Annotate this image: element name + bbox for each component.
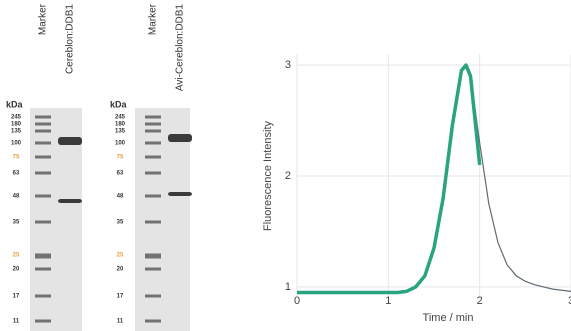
marker-label: 135: [11, 129, 22, 135]
marker-label: 180: [11, 122, 22, 128]
marker-band: [35, 130, 51, 133]
marker-band: [35, 172, 51, 175]
marker-band: [145, 195, 161, 198]
marker-band: [145, 142, 161, 145]
marker-label: 135: [115, 129, 126, 135]
marker-label: 35: [13, 220, 20, 226]
figure: kDa2451801351007563483525201711MarkerCer…: [0, 0, 571, 331]
marker-label: 245: [115, 115, 126, 121]
marker-band: [145, 123, 161, 126]
marker-label: 17: [117, 294, 124, 300]
marker-band: [145, 116, 161, 119]
marker-band: [145, 295, 161, 298]
lane-label: Avi-Cereblon:DDB1: [175, 4, 186, 92]
lane-label: Cereblon:DDB1: [65, 4, 76, 74]
marker-label: 25: [13, 253, 20, 259]
marker-band: [145, 221, 161, 224]
marker-label: 48: [13, 194, 20, 200]
y-tick-label: 2: [285, 170, 291, 182]
marker-band: [35, 268, 51, 271]
lane-label: Marker: [148, 3, 159, 35]
marker-band: [145, 254, 161, 259]
marker-band: [35, 295, 51, 298]
marker-label: 100: [115, 141, 126, 147]
marker-band: [145, 130, 161, 133]
sample-band: [168, 192, 192, 196]
marker-label: 75: [13, 155, 20, 161]
y-tick-label: 1: [285, 281, 291, 293]
marker-band: [145, 156, 161, 159]
marker-label: 25: [117, 253, 124, 259]
marker-band: [35, 156, 51, 159]
marker-label: 11: [117, 319, 124, 325]
marker-band: [35, 142, 51, 145]
marker-band: [145, 172, 161, 175]
marker-label: 17: [13, 294, 20, 300]
marker-label: 245: [11, 115, 22, 121]
y-axis-label: Fluorescence Intensity: [262, 120, 274, 231]
marker-label: 11: [13, 319, 20, 325]
marker-label: 20: [117, 267, 124, 273]
sample-band: [58, 199, 82, 203]
line: [297, 65, 571, 292]
sample-band: [168, 134, 192, 142]
marker-label: 20: [13, 267, 20, 273]
marker-band: [35, 123, 51, 126]
marker-band: [145, 320, 161, 323]
marker-label: 35: [117, 220, 124, 226]
sample-band: [58, 137, 82, 145]
x-tick-label: 0: [294, 295, 300, 307]
marker-label: 75: [117, 155, 124, 161]
lane-label: Marker: [38, 3, 49, 35]
unit-label: kDa: [6, 99, 24, 109]
marker-band: [35, 221, 51, 224]
marker-band: [145, 268, 161, 271]
marker-label: 63: [13, 171, 20, 177]
marker-label: 48: [117, 194, 124, 200]
marker-band: [35, 254, 51, 259]
x-tick-label: 2: [477, 295, 483, 307]
unit-label: kDa: [110, 99, 128, 109]
marker-band: [35, 116, 51, 119]
marker-label: 100: [11, 141, 22, 147]
marker-label: 63: [117, 171, 124, 177]
marker-band: [35, 320, 51, 323]
marker-band: [35, 195, 51, 198]
marker-label: 180: [115, 122, 126, 128]
x-tick-label: 1: [385, 295, 391, 307]
y-tick-label: 3: [285, 59, 291, 71]
x-axis-label: Time / min: [423, 312, 474, 324]
